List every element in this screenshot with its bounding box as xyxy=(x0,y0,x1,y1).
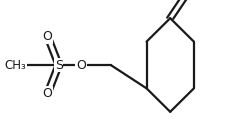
Text: O: O xyxy=(43,30,52,43)
Text: O: O xyxy=(76,58,86,72)
Text: O: O xyxy=(43,87,52,100)
Text: S: S xyxy=(55,58,63,72)
Text: CH₃: CH₃ xyxy=(5,58,26,72)
